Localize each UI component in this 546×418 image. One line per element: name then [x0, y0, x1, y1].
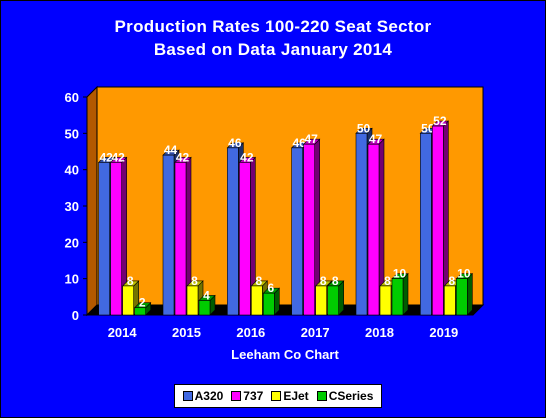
chart-subtitle: Based on Data January 2014 — [153, 40, 393, 59]
data-label: 42 — [99, 150, 113, 164]
y-tick-label: 20 — [65, 235, 79, 250]
legend-label-cseries: CSeries — [328, 389, 374, 403]
legend: A320 737 EJet CSeries — [174, 384, 382, 408]
bar — [251, 285, 263, 316]
bar — [315, 285, 327, 316]
plot-side-wall — [86, 85, 98, 317]
bar — [134, 307, 146, 316]
y-tick-label: 10 — [65, 272, 79, 287]
data-label: 10 — [457, 267, 471, 281]
legend-item-a320: A320 — [182, 389, 224, 403]
data-label: 8 — [127, 274, 134, 288]
bar — [432, 125, 444, 316]
bar — [263, 292, 275, 316]
y-tick-label: 60 — [65, 90, 79, 105]
data-label: 47 — [369, 132, 383, 146]
data-label: 8 — [448, 274, 455, 288]
bar — [227, 147, 239, 316]
bar — [379, 285, 392, 316]
data-label: 6 — [267, 281, 274, 295]
legend-label-737: 737 — [243, 389, 264, 403]
legend-swatch-737 — [231, 391, 242, 401]
bar — [186, 285, 199, 316]
data-label: 50 — [421, 121, 435, 135]
data-label: 42 — [176, 150, 190, 164]
plot-back-wall — [96, 86, 484, 306]
bar — [239, 162, 251, 316]
data-label: 46 — [228, 136, 242, 150]
x-tick-label: 2014 — [108, 325, 138, 340]
legend-item-cseries: CSeries — [316, 389, 374, 403]
bar — [355, 133, 368, 316]
data-label: 8 — [320, 274, 327, 288]
bar — [162, 154, 175, 316]
data-label: 50 — [357, 121, 371, 135]
bar — [110, 162, 122, 316]
legend-item-737: 737 — [231, 389, 263, 403]
x-tick-label: 2015 — [172, 325, 201, 340]
bar — [122, 285, 134, 316]
legend-label-ejet: EJet — [283, 389, 309, 403]
x-tick-label: 2018 — [365, 325, 394, 340]
bar — [456, 278, 468, 316]
bar — [291, 147, 303, 316]
x-tick-label: 2019 — [429, 325, 458, 340]
data-label: 42 — [111, 150, 125, 164]
data-label: 52 — [433, 114, 447, 128]
x-tick-label: 2017 — [301, 325, 330, 340]
data-label: 44 — [164, 143, 178, 157]
bar — [98, 162, 110, 316]
y-tick-label: 0 — [72, 308, 79, 323]
bar-side — [338, 280, 344, 316]
legend-swatch-cseries — [316, 391, 327, 401]
data-label: 2 — [139, 296, 146, 310]
bar — [444, 285, 456, 316]
data-label: 4 — [203, 288, 210, 302]
bar — [327, 285, 339, 316]
chart-title: Production Rates 100-220 Seat Sector — [114, 17, 432, 36]
y-tick-label: 30 — [65, 199, 79, 214]
data-label: 10 — [393, 267, 407, 281]
data-label: 42 — [240, 150, 254, 164]
data-label: 8 — [384, 274, 391, 288]
bar — [391, 278, 404, 316]
bar — [174, 162, 187, 316]
legend-swatch-ejet — [271, 391, 282, 401]
bar — [303, 143, 315, 316]
data-label: 46 — [292, 136, 306, 150]
data-label: 8 — [255, 274, 262, 288]
legend-item-ejet: EJet — [271, 389, 309, 403]
bar — [367, 143, 380, 316]
legend-swatch-a320 — [182, 391, 193, 401]
y-tick-label: 50 — [65, 126, 79, 141]
legend-label-a320: A320 — [194, 389, 224, 403]
y-tick-label: 40 — [65, 163, 79, 178]
data-label: 47 — [304, 132, 318, 146]
bar — [198, 300, 211, 316]
data-label: 8 — [191, 274, 198, 288]
bar — [420, 133, 432, 316]
data-label: 8 — [332, 274, 339, 288]
x-tick-label: 2016 — [236, 325, 265, 340]
x-axis-label: Leeham Co Chart — [231, 347, 339, 362]
